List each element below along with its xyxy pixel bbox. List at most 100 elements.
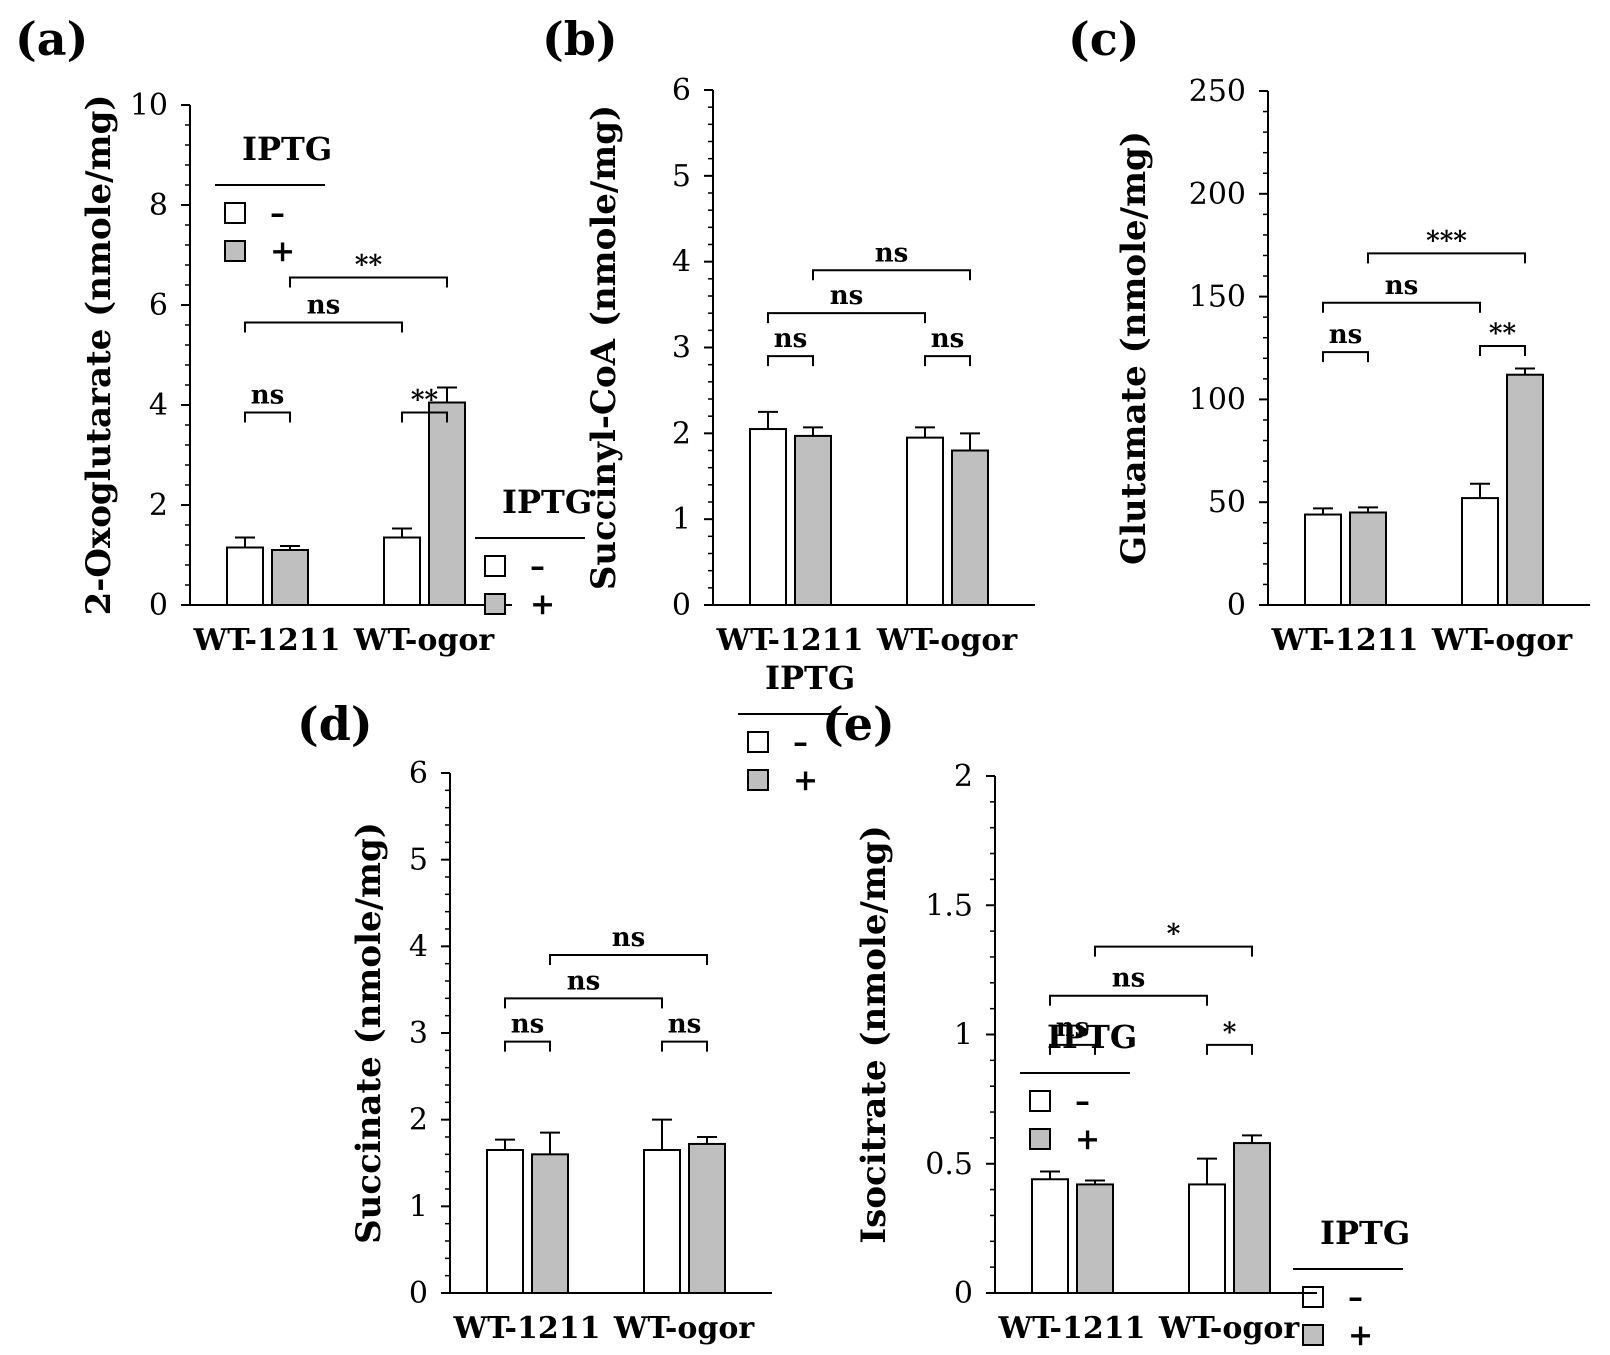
- bar-plus-WT-1211: [1349, 511, 1387, 606]
- significance-bracket: [812, 269, 971, 281]
- panel-label: (d): [297, 697, 373, 751]
- significance-bracket: [401, 411, 448, 423]
- x-tick-label: WT-1211: [998, 1311, 1146, 1346]
- y-tick-label: 10: [130, 88, 168, 123]
- panel-label: (c): [1068, 12, 1140, 66]
- x-tick-label: WT-1211: [193, 623, 341, 658]
- y-axis-label: Succinyl-CoA (nmole/mg): [584, 105, 624, 590]
- significance-label: ns: [251, 381, 285, 411]
- significance-label: ns: [511, 1010, 545, 1040]
- y-tick-label: 50: [1208, 485, 1246, 520]
- y-tick-label: 100: [1189, 382, 1246, 417]
- y-tick-label: 6: [672, 73, 691, 108]
- bar-plus-WT-ogor: [428, 401, 466, 606]
- x-tick-label: WT-ogor: [876, 623, 1018, 658]
- y-tick-label: 3: [409, 1016, 428, 1051]
- significance-bracket: [1322, 301, 1481, 313]
- x-tick-label: WT-1211: [453, 1311, 601, 1346]
- significance-bracket: [244, 411, 291, 423]
- bar-plus-WT-1211: [271, 549, 309, 606]
- y-tick-label: 0.5: [925, 1147, 973, 1182]
- legend-label-minus: –: [1348, 1280, 1363, 1315]
- significance-bracket: [244, 321, 403, 333]
- significance-label: **: [1489, 319, 1517, 349]
- y-tick-label: 0: [149, 588, 168, 623]
- y-tick-label: 0: [409, 1276, 428, 1311]
- y-tick-label: 8: [149, 188, 168, 223]
- y-tick-label: 4: [409, 929, 428, 964]
- legend-label-plus: +: [793, 763, 818, 798]
- legend-label-plus: +: [1348, 1318, 1373, 1353]
- significance-label: ns: [567, 966, 601, 996]
- panel-label: (a): [15, 12, 88, 66]
- significance-bracket: [1322, 351, 1369, 363]
- significance-label: ns: [1385, 271, 1419, 301]
- legend-label-minus: –: [793, 725, 808, 760]
- y-tick-label: 6: [409, 756, 428, 791]
- legend-swatch-plus: [224, 240, 246, 262]
- significance-label: ns: [774, 324, 808, 354]
- x-tick-label: WT-ogor: [353, 623, 495, 658]
- significance-bracket: [1049, 1043, 1096, 1055]
- panel-d: (d) Succinate (nmole/mg) 0 1 2 3 4 5 6 WT-1211 WT-…: [297, 483, 772, 1346]
- y-axis-label: 2-Oxoglutarate (nmole/mg): [79, 95, 119, 616]
- panel-label: (b): [542, 12, 618, 66]
- panel-e: (e) Isocitrate (nmole/mg) 0 0.5 1 1.5 2 WT-1211…: [822, 697, 1317, 1346]
- significance-label: ns: [612, 923, 646, 953]
- bar-minus-WT-ogor: [643, 1149, 681, 1294]
- legend-label-minus: –: [270, 196, 285, 231]
- bar-minus-WT-1211: [486, 1149, 524, 1294]
- y-axis-label: Succinate (nmole/mg): [349, 822, 389, 1244]
- x-tick-label: WT-ogor: [1158, 1311, 1300, 1346]
- y-tick-label: 250: [1189, 74, 1246, 109]
- legend-title: IPTG: [1047, 1018, 1137, 1056]
- significance-bracket: [1479, 344, 1526, 356]
- significance-bracket: [289, 276, 448, 288]
- significance-bracket: [1094, 945, 1253, 957]
- significance-bracket: [767, 355, 814, 367]
- significance-label: ns: [668, 1010, 702, 1040]
- significance-bracket: [1367, 252, 1526, 264]
- bar-plus-WT-ogor: [688, 1142, 726, 1295]
- significance-bracket: [504, 997, 663, 1009]
- bar-minus-WT-1211: [226, 546, 264, 606]
- y-axis-label: Isocitrate (nmole/mg): [854, 825, 894, 1243]
- x-tick-label: WT-1211: [716, 623, 864, 658]
- y-tick-label: 6: [149, 288, 168, 323]
- legend-label-minus: –: [530, 549, 545, 584]
- panel-c: (c) Glutamate (nmole/mg) 0 50 100 150 200 250 WT…: [1068, 12, 1590, 1353]
- legend-swatch-minus: [747, 731, 769, 753]
- y-tick-label: 2: [954, 759, 973, 794]
- y-axis-label: Glutamate (nmole/mg): [1114, 131, 1154, 565]
- significance-bracket: [1206, 1043, 1253, 1055]
- legend-swatch-plus: [1302, 1324, 1324, 1346]
- y-tick-label: 1.5: [925, 888, 973, 923]
- bar-minus-WT-1211: [1304, 513, 1342, 607]
- bar-plus-WT-ogor: [1233, 1142, 1271, 1294]
- significance-label: **: [355, 251, 383, 281]
- bar-minus-WT-ogor: [906, 436, 944, 606]
- significance-bracket: [1049, 994, 1208, 1006]
- bar-minus-WT-ogor: [1461, 497, 1499, 607]
- bar-plus-WT-1211: [531, 1153, 569, 1295]
- y-tick-label: 2: [409, 1103, 428, 1138]
- legend-swatch-minus: [484, 555, 506, 577]
- y-tick-label: 2: [149, 488, 168, 523]
- x-tick-label: WT-1211: [1271, 623, 1419, 658]
- y-tick-label: 5: [672, 159, 691, 194]
- y-tick-label: 3: [672, 331, 691, 366]
- legend-swatch-plus: [484, 593, 506, 615]
- y-tick-label: 0: [1227, 588, 1246, 623]
- legend-title: IPTG: [502, 483, 592, 521]
- significance-label: ns: [1056, 1013, 1090, 1043]
- bar-plus-WT-ogor: [1506, 373, 1544, 606]
- significance-label: **: [411, 386, 439, 416]
- significance-bracket: [767, 312, 926, 324]
- bar-plus-WT-1211: [1076, 1183, 1114, 1295]
- significance-bracket: [661, 1040, 708, 1052]
- x-tick-label: WT-ogor: [613, 1311, 755, 1346]
- legend-label-minus: –: [1075, 1084, 1090, 1119]
- significance-label: ns: [875, 238, 909, 268]
- bar-plus-WT-ogor: [951, 449, 989, 606]
